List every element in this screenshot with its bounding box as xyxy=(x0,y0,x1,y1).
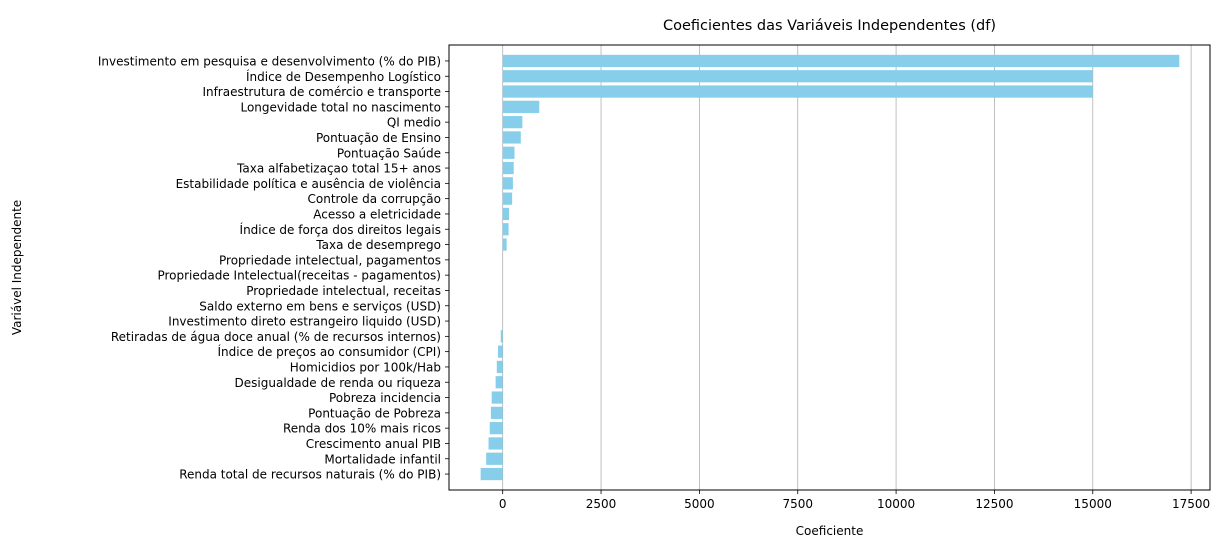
bar xyxy=(496,360,503,374)
y-tick-label: Estabilidade política e ausência de viol… xyxy=(176,177,441,191)
bar xyxy=(502,85,1093,98)
y-tick-label: Propriedade Intelectual(receitas - pagam… xyxy=(157,269,441,283)
y-tick-label: Crescimento anual PIB xyxy=(306,437,441,451)
plot-frame xyxy=(448,44,1211,491)
x-tick-label: 12500 xyxy=(975,497,1013,511)
y-tick-label: Controle da corrupção xyxy=(308,192,441,206)
y-tick-label: Pontuação de Ensino xyxy=(316,131,441,145)
y-tick-label: Pobreza incidencia xyxy=(329,391,441,405)
y-ticks: Investimento em pesquisa e desenvolvimen… xyxy=(98,54,449,482)
y-tick-label: Desigualdade de renda ou riqueza xyxy=(235,376,441,390)
x-tick-label: 2500 xyxy=(586,497,617,511)
bar xyxy=(502,192,513,205)
y-tick-label: QI medio xyxy=(387,116,441,130)
chart-title: Coeficientes das Variáveis Independentes… xyxy=(663,18,996,34)
y-tick-label: Acesso a eletricidade xyxy=(313,207,441,221)
bar xyxy=(491,391,503,404)
y-tick-label: Pontuação Saúde xyxy=(337,146,441,160)
y-tick-label: Investimento direto estrangeiro liquido … xyxy=(168,315,441,329)
y-tick-label: Longevidade total no nascimento xyxy=(240,100,441,114)
x-axis-title: Coeficiente xyxy=(796,524,864,538)
y-tick-label: Taxa alfabetizaçao total 15+ anos xyxy=(236,162,441,176)
y-tick-label: Propriedade intelectual, receitas xyxy=(246,284,441,298)
bar xyxy=(500,330,503,343)
y-tick-label: Saldo externo em bens e serviços (USD) xyxy=(199,299,441,313)
bar xyxy=(502,54,1180,68)
y-tick-label: Índice de preços ao consumidor (CPI) xyxy=(217,344,441,359)
y-tick-label: Investimento em pesquisa e desenvolvimen… xyxy=(98,54,441,68)
bar xyxy=(489,422,503,435)
y-tick-label: Retiradas de água doce anual (% de recur… xyxy=(111,330,441,344)
y-tick-label: Índice de força dos direitos legais xyxy=(240,222,441,237)
y-tick-label: Taxa de desemprego xyxy=(315,238,441,252)
y-tick-label: Propriedade intelectual, pagamentos xyxy=(219,253,441,267)
y-tick-label: Mortalidade infantil xyxy=(324,452,441,466)
bar xyxy=(495,376,503,389)
y-tick-label: Infraestrutura de comércio e transporte xyxy=(202,85,441,99)
x-tick-label: 17500 xyxy=(1172,497,1210,511)
x-tick-label: 0 xyxy=(499,497,507,511)
bar xyxy=(490,406,503,419)
bar xyxy=(502,70,1093,83)
y-tick-label: Homicidios por 100k/Hab xyxy=(290,360,441,374)
bar xyxy=(502,207,509,221)
x-tick-label: 10000 xyxy=(877,497,915,511)
bar xyxy=(488,437,503,450)
x-tick-label: 15000 xyxy=(1074,497,1112,511)
bar xyxy=(502,146,515,159)
bar xyxy=(502,238,507,251)
bar xyxy=(502,116,523,129)
x-tick-label: 7500 xyxy=(782,497,813,511)
y-axis-title: Variável Independente xyxy=(10,200,24,335)
y-tick-label: Renda dos 10% mais ricos xyxy=(283,422,441,436)
bar xyxy=(502,131,521,144)
bar xyxy=(502,100,540,113)
bar xyxy=(502,177,513,190)
y-tick-label: Renda total de recursos naturais (% do P… xyxy=(179,468,441,482)
x-ticks: 0 2500 5000 7500 10000 12500 15000 17500 xyxy=(499,490,1210,511)
y-tick-label: Índice de Desempenho Logístico xyxy=(246,69,441,84)
bar xyxy=(497,345,503,358)
bar xyxy=(502,223,509,236)
bar xyxy=(502,161,514,175)
bars xyxy=(480,54,1180,481)
y-tick-label: Pontuação de Pobreza xyxy=(308,406,441,420)
bar xyxy=(486,452,503,465)
x-tick-label: 5000 xyxy=(684,497,715,511)
bar xyxy=(480,467,503,481)
